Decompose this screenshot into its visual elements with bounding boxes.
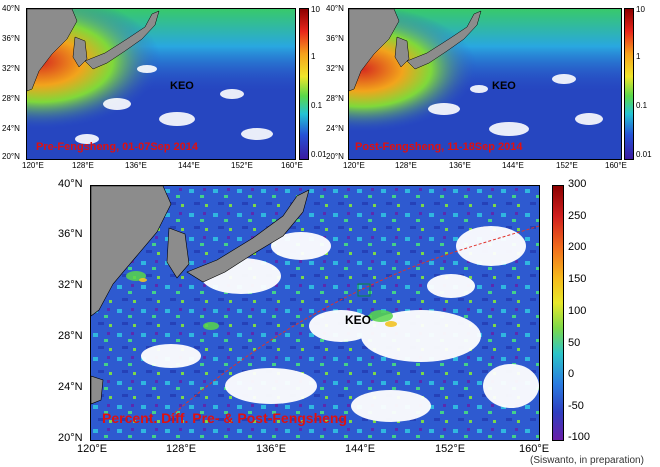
post-colorbar-label-10: 10 (636, 5, 645, 14)
percent-difference-colorbar (552, 185, 564, 441)
diff-lon-label-136: 136°E (256, 443, 287, 455)
source-credit: (Siswanto, in preparation) (530, 455, 644, 466)
diff-colorbar-label-50: 50 (568, 337, 581, 349)
pre-lat-label-20: 20°N (2, 152, 20, 161)
post-lat-label-28: 28°N (326, 94, 344, 103)
diff-lon-label-152: 152°E (435, 443, 466, 455)
post-lon-label-136: 136°E (449, 161, 471, 170)
post-lat-label-36: 36°N (326, 34, 344, 43)
diff-lon-label-160: 160°E (519, 443, 550, 455)
pre-lat-label-36: 36°N (2, 34, 20, 43)
diff-lon-label-120: 120°E (77, 443, 108, 455)
pre-colorbar (299, 8, 309, 160)
pre-lon-label-128: 128°E (72, 161, 94, 170)
diff-lat-label-32: 32°N (58, 279, 83, 291)
diff-keo-label: KEO (345, 313, 372, 327)
diff-colorbar-label-200: 200 (568, 241, 587, 253)
pre-lat-label-32: 32°N (2, 64, 20, 73)
diff-colorbar-label-300: 300 (568, 178, 587, 190)
post-lon-label-152: 152°E (556, 161, 578, 170)
diff-lon-label-128: 128°E (166, 443, 197, 455)
percent-difference-map (90, 185, 540, 441)
pre-colorbar-label-0-01: 0.01 (311, 150, 327, 159)
pre-lat-label-40: 40°N (2, 4, 20, 13)
pre-lon-label-152: 152°E (231, 161, 253, 170)
post-fengsheng-map (348, 8, 622, 160)
post-lat-label-32: 32°N (326, 64, 344, 73)
post-fengsheng-chlorophyll-field (349, 9, 621, 159)
post-fengsheng-caption: Post-Fengsheng, 11-18Sep 2014 (355, 141, 523, 153)
diff-lat-label-36: 36°N (58, 228, 83, 240)
diff-lat-label-24: 24°N (58, 381, 83, 393)
percent-difference-caption: Percent. Diff. Pre- & Post-Fengsheng (102, 410, 348, 426)
post-lon-label-120: 120°E (343, 161, 365, 170)
pre-lat-label-28: 28°N (2, 94, 20, 103)
pre-fengsheng-caption: Pre-Fengsheng, 01-07Sep 2014 (36, 141, 199, 153)
post-keo-label: KEO (492, 80, 516, 92)
diff-colorbar-label-250: 250 (568, 210, 587, 222)
post-colorbar-label-0-01: 0.01 (636, 150, 652, 159)
pre-colorbar-label-10: 10 (311, 5, 320, 14)
pre-lon-label-120: 120°E (22, 161, 44, 170)
pre-colorbar-label-0-1: 0.1 (311, 101, 323, 110)
post-lon-label-128: 128°E (395, 161, 417, 170)
diff-lat-label-20: 20°N (58, 432, 83, 444)
post-lat-label-20: 20°N (326, 152, 344, 161)
pre-lon-label-160: 160°E (281, 161, 303, 170)
diff-colorbar-label-minus-50: -50 (568, 400, 584, 412)
diff-colorbar-label-150: 150 (568, 273, 587, 285)
percent-difference-field (91, 186, 539, 440)
diff-lon-label-144: 144°E (345, 443, 376, 455)
pre-lon-label-136: 136°E (125, 161, 147, 170)
pre-fengsheng-panel: KEO Pre-Fengsheng, 01-07Sep 2014 40°N 36… (0, 0, 330, 175)
pre-colorbar-label-1: 1 (311, 52, 316, 61)
post-colorbar-label-0-1: 0.1 (636, 101, 648, 110)
post-lon-label-144: 144°E (502, 161, 524, 170)
post-colorbar-label-1: 1 (636, 52, 641, 61)
pre-fengsheng-map (26, 8, 296, 160)
post-lat-label-40: 40°N (326, 4, 344, 13)
post-colorbar (624, 8, 634, 160)
diff-colorbar-label-0: 0 (568, 368, 575, 380)
post-fengsheng-panel: KEO Post-Fengsheng, 11-18Sep 2014 40°N 3… (325, 0, 660, 175)
post-lat-label-24: 24°N (326, 124, 344, 133)
pre-lat-label-24: 24°N (2, 124, 20, 133)
diff-lat-label-28: 28°N (58, 330, 83, 342)
diff-lat-label-40: 40°N (58, 178, 83, 190)
percent-difference-panel: KEO Percent. Diff. Pre- & Post-Fengsheng… (0, 175, 660, 467)
pre-keo-label: KEO (170, 80, 194, 92)
diff-colorbar-label-minus-100: -100 (568, 431, 591, 443)
pre-fengsheng-chlorophyll-field (27, 9, 295, 159)
post-lon-label-160: 160°E (605, 161, 627, 170)
pre-lon-label-144: 144°E (178, 161, 200, 170)
diff-colorbar-label-100: 100 (568, 305, 587, 317)
